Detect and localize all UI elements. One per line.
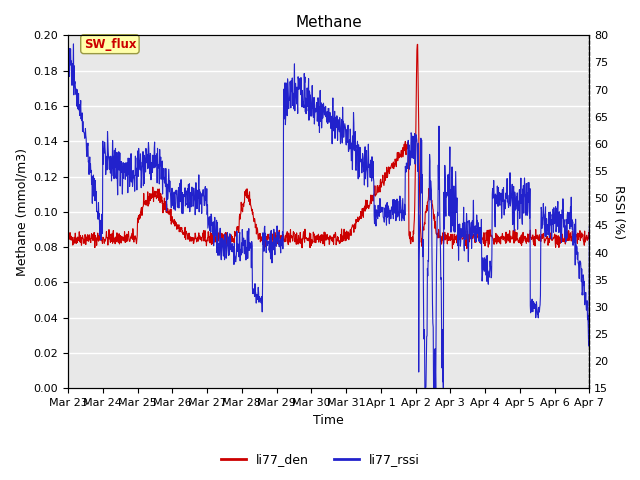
Text: SW_flux: SW_flux (84, 38, 136, 51)
X-axis label: Time: Time (314, 414, 344, 427)
Legend: li77_den, li77_rssi: li77_den, li77_rssi (216, 448, 424, 471)
Title: Methane: Methane (295, 15, 362, 30)
Y-axis label: Methane (mmol/m3): Methane (mmol/m3) (15, 148, 28, 276)
Y-axis label: RSSI (%): RSSI (%) (612, 185, 625, 239)
